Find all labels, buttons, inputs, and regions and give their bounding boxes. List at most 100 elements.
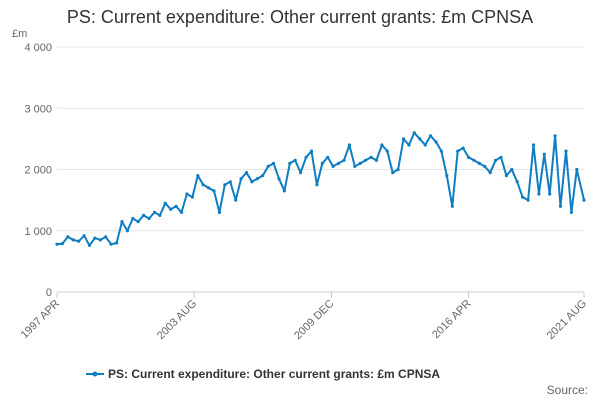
data-point (575, 167, 579, 172)
data-point (244, 171, 249, 175)
data-point (461, 146, 465, 150)
source-label: Source: (547, 383, 588, 397)
data-point (261, 174, 265, 178)
data-point (358, 161, 362, 165)
data-point (163, 201, 167, 205)
y-axis: 0 1 000 2 000 3 000 4 000 (24, 42, 52, 299)
data-point (347, 143, 351, 147)
data-point (548, 192, 552, 196)
data-point (537, 192, 541, 196)
y-tick-label: 0 (46, 287, 52, 299)
data-point (445, 174, 449, 178)
y-axis-unit-label: £m (12, 28, 27, 40)
data-point (396, 167, 400, 172)
data-point (331, 164, 335, 168)
data-point (499, 155, 503, 159)
data-point (71, 238, 75, 242)
data-point (207, 186, 211, 190)
data-point (483, 164, 487, 168)
data-point (125, 229, 129, 233)
data-point (423, 143, 427, 147)
data-point (158, 213, 162, 217)
x-tick-label: 2003 AUG (155, 298, 199, 342)
data-point (558, 204, 563, 208)
x-tick-label: 2016 APR (430, 298, 474, 342)
data-point (488, 171, 492, 175)
data-point (364, 158, 368, 162)
data-point (66, 235, 70, 239)
data-point (429, 134, 433, 138)
data-point (353, 164, 357, 168)
data-point (152, 210, 157, 214)
data-point (553, 134, 557, 138)
data-point (521, 195, 525, 199)
data-point (336, 161, 341, 165)
data-point (320, 161, 324, 165)
chart-title: PS: Current expenditure: Other current g… (66, 7, 534, 27)
data-point (239, 177, 243, 181)
data-point (115, 241, 119, 245)
data-point (55, 242, 59, 246)
data-point (87, 243, 92, 247)
data-point (266, 164, 270, 168)
data-point (77, 239, 81, 243)
data-point (131, 216, 135, 221)
data-point (60, 242, 64, 246)
data-point (326, 155, 330, 159)
data-point (93, 236, 97, 240)
data-point (234, 198, 238, 202)
data-point (109, 242, 113, 246)
data-point (369, 155, 373, 159)
x-tick-label: 1997 APR (19, 298, 63, 342)
data-point (439, 149, 443, 153)
data-point (526, 198, 530, 202)
data-point (255, 177, 259, 181)
data-point (434, 140, 438, 144)
data-point (531, 143, 536, 147)
data-point (564, 149, 568, 153)
data-point (504, 174, 508, 178)
data-point (450, 204, 454, 208)
data-point (412, 131, 416, 135)
data-point (510, 167, 514, 172)
data-point (418, 137, 422, 141)
data-point (82, 234, 86, 238)
data-point (212, 189, 216, 193)
data-point (169, 207, 173, 211)
data-point (401, 137, 406, 141)
data-point (542, 152, 546, 156)
data-point (569, 210, 574, 214)
x-tick-label: 2009 DEC (292, 298, 336, 342)
data-point (196, 174, 200, 178)
data-point (228, 180, 232, 184)
data-point (217, 210, 221, 214)
series-layer (55, 131, 586, 247)
data-point (342, 158, 346, 162)
data-point (174, 204, 178, 208)
series-line (56, 131, 585, 247)
data-point (299, 171, 303, 175)
data-point (315, 183, 319, 187)
data-point (385, 149, 389, 153)
data-point (98, 238, 102, 242)
data-point (456, 149, 460, 153)
data-point (374, 158, 378, 162)
data-point (380, 143, 384, 147)
y-tick-label: 1 000 (24, 226, 52, 238)
legend[interactable]: PS: Current expenditure: Other current g… (86, 367, 440, 381)
data-point (309, 149, 314, 153)
x-axis: 1997 APR 2003 AUG 2009 DEC 2016 APR 2021 AUG (19, 291, 589, 342)
data-point (190, 195, 194, 199)
x-tick-label: 2021 AUG (545, 298, 589, 342)
data-point (104, 235, 108, 239)
data-point (179, 210, 184, 214)
data-point (407, 143, 411, 147)
data-point (201, 183, 205, 187)
data-point (120, 220, 124, 224)
data-point (391, 171, 395, 175)
legend-label: PS: Current expenditure: Other current g… (108, 367, 440, 381)
data-point (293, 158, 297, 162)
data-point (223, 183, 227, 187)
data-point (582, 198, 586, 202)
